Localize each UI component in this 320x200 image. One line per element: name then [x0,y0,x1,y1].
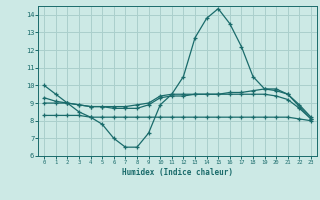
X-axis label: Humidex (Indice chaleur): Humidex (Indice chaleur) [122,168,233,177]
